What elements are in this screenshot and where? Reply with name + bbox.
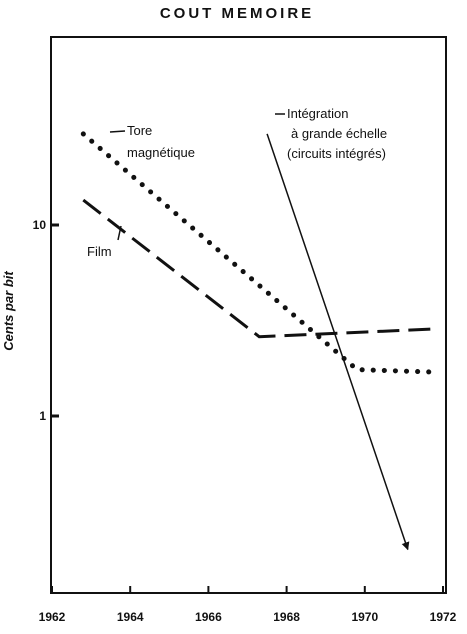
annotation-3: Intégration à grande échelle (circuits int… <box>287 106 387 161</box>
annotation-line: Tore <box>127 123 152 138</box>
annotation-line: Intégration <box>287 106 348 121</box>
y-tick-label: 10 <box>33 218 47 232</box>
annotation-line: à grande échelle <box>291 126 387 141</box>
annotation-leader <box>117 225 122 241</box>
chart-title: COUT MEMOIRE <box>160 5 314 22</box>
x-tick-label: 1968 <box>273 610 300 624</box>
series-line-3 <box>266 133 410 551</box>
y-axis-label: Cents par bit <box>1 271 16 351</box>
series-line-1 <box>80 131 434 375</box>
series-line-2 <box>82 198 432 339</box>
annotation-2: Film <box>87 244 112 259</box>
annotation-line: (circuits intégrés) <box>287 146 386 161</box>
x-tick-label: 1966 <box>195 610 222 624</box>
annotation-1: Tore magnétique <box>127 123 195 160</box>
x-tick-label: 1962 <box>39 610 66 624</box>
annotation-leader <box>109 130 126 133</box>
x-tick-label: 1972 <box>430 610 457 624</box>
x-tick-label: 1970 <box>351 610 378 624</box>
annotation-line: Film <box>87 244 112 259</box>
plot-frame <box>50 36 447 594</box>
x-tick-label: 1964 <box>117 610 144 624</box>
y-tick-label: 1 <box>39 409 46 423</box>
annotation-line: magnétique <box>127 145 195 160</box>
